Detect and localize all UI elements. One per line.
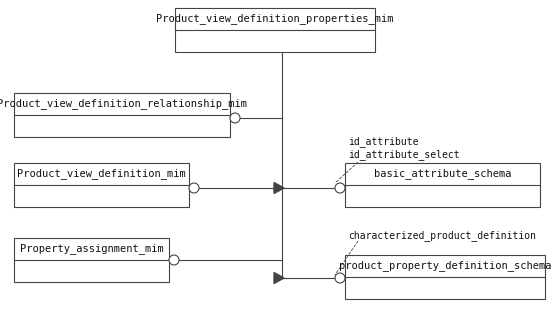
- Bar: [175, 8, 375, 52]
- Circle shape: [335, 183, 345, 193]
- Text: basic_attribute_schema: basic_attribute_schema: [374, 168, 511, 179]
- Text: characterized_product_definition: characterized_product_definition: [348, 231, 536, 242]
- Polygon shape: [274, 183, 284, 194]
- Bar: [14, 163, 189, 207]
- Polygon shape: [274, 272, 284, 283]
- Text: id_attribute
id_attribute_select: id_attribute id_attribute_select: [348, 136, 460, 160]
- Text: Property_assignment_mim: Property_assignment_mim: [20, 243, 163, 254]
- Bar: [345, 163, 540, 207]
- Bar: [345, 255, 545, 299]
- Circle shape: [335, 273, 345, 283]
- Text: Product_view_definition_relationship_mim: Product_view_definition_relationship_mim: [0, 99, 247, 109]
- Bar: [14, 93, 230, 137]
- Text: Product_view_definition_properties_mim: Product_view_definition_properties_mim: [156, 14, 394, 24]
- Text: Product_view_definition_mim: Product_view_definition_mim: [17, 168, 186, 179]
- Circle shape: [169, 255, 179, 265]
- Circle shape: [189, 183, 199, 193]
- Text: product_property_definition_schema: product_property_definition_schema: [339, 260, 551, 271]
- Circle shape: [230, 113, 240, 123]
- Bar: [14, 238, 169, 282]
